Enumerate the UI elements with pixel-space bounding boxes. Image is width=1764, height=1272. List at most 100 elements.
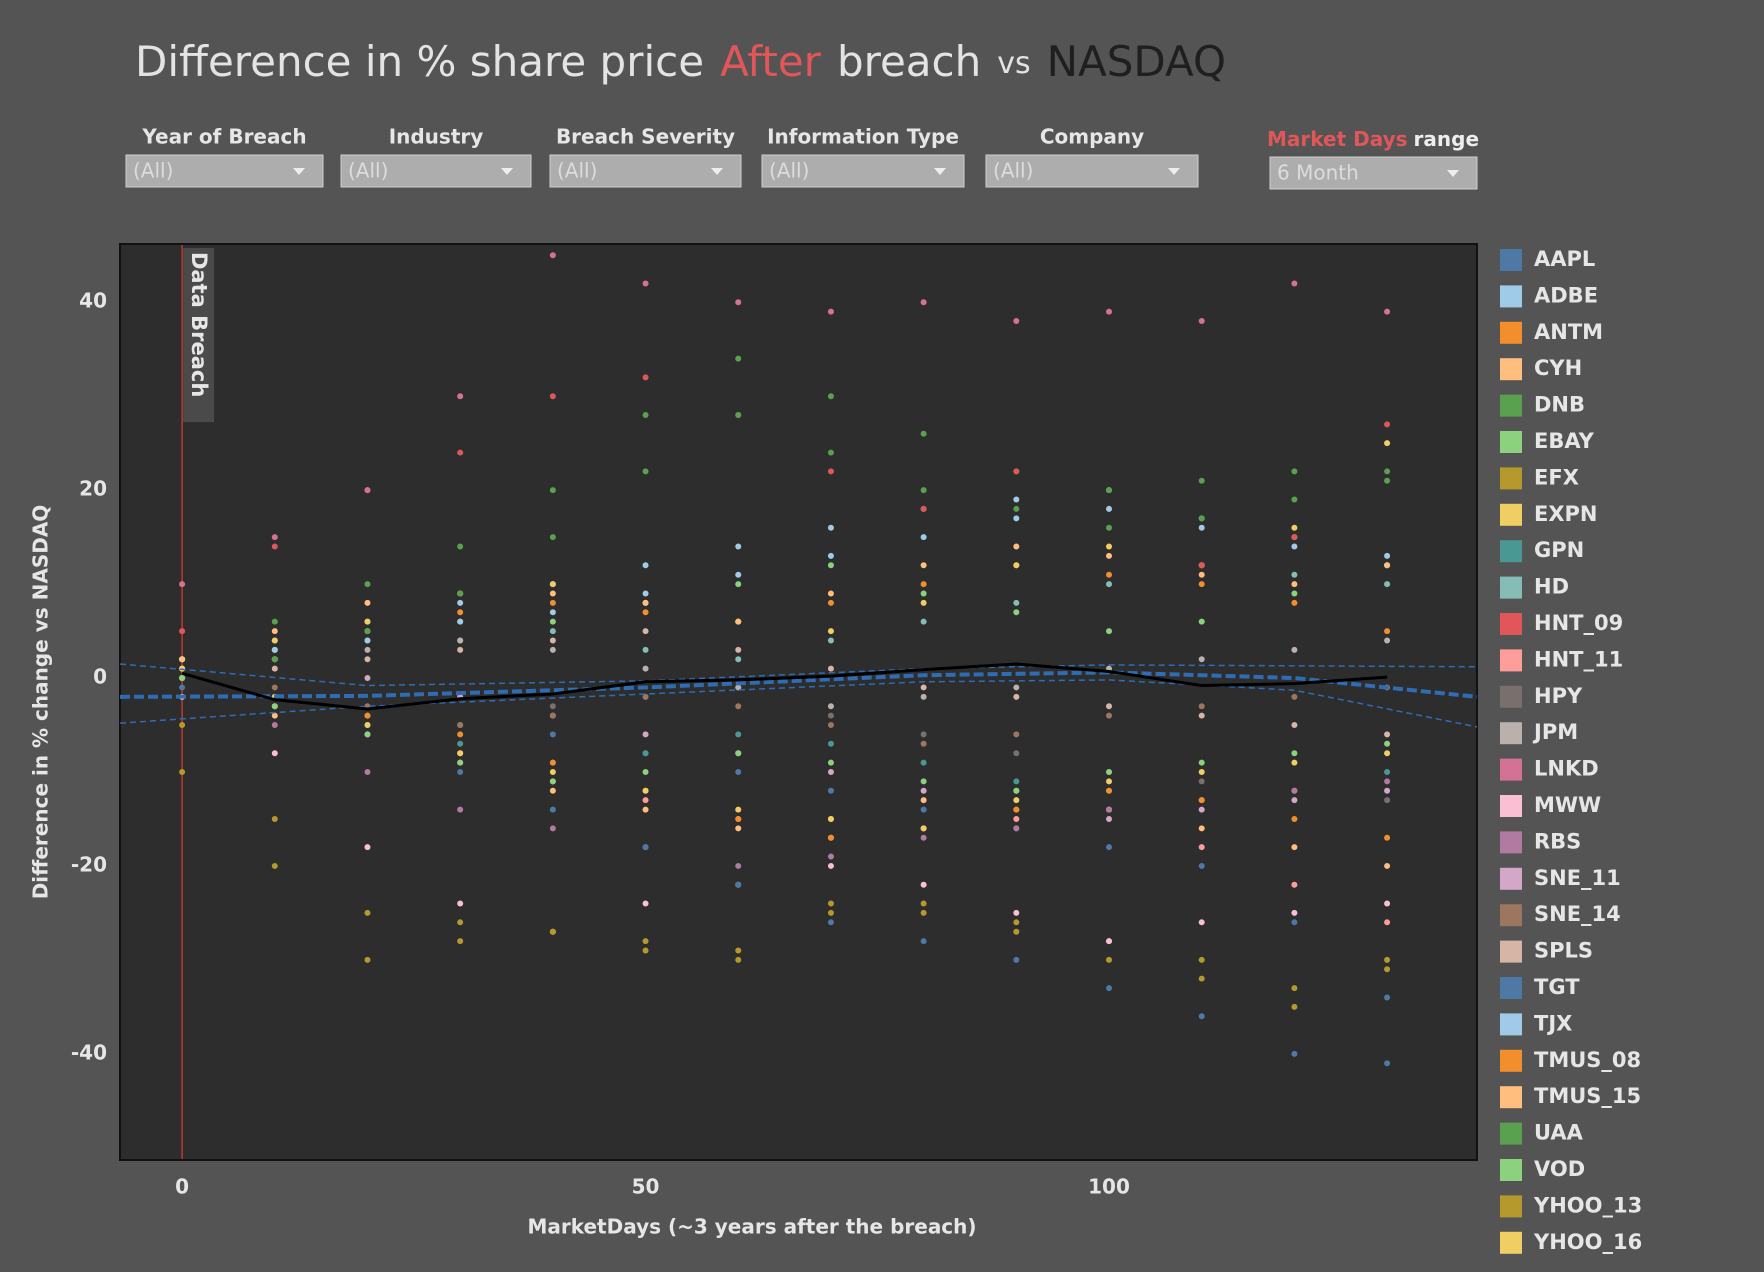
point xyxy=(827,637,834,644)
point xyxy=(1106,815,1113,822)
point xyxy=(735,731,742,738)
point xyxy=(735,881,742,888)
point xyxy=(1291,534,1298,541)
point xyxy=(1106,787,1113,794)
legend-swatch xyxy=(1500,758,1522,781)
point xyxy=(457,646,464,653)
point xyxy=(920,684,927,691)
point xyxy=(920,693,927,700)
legend-label: HD xyxy=(1534,575,1569,599)
point xyxy=(920,740,927,747)
legend-swatch xyxy=(1500,867,1522,890)
point xyxy=(920,797,927,804)
legend-swatch xyxy=(1500,795,1522,817)
x-tick-label: 50 xyxy=(632,1175,660,1199)
point xyxy=(1291,543,1298,550)
filter-value: (All) xyxy=(769,159,809,183)
point xyxy=(1198,656,1205,663)
legend-swatch xyxy=(1500,831,1522,854)
y-axis-label: Difference in % change vs NASDAQ xyxy=(29,505,53,900)
point xyxy=(1013,919,1020,926)
legend-swatch xyxy=(1500,1013,1522,1036)
point xyxy=(1384,750,1391,757)
point xyxy=(1013,515,1020,522)
point xyxy=(1106,581,1113,588)
point xyxy=(920,825,927,832)
point xyxy=(1013,825,1020,832)
legend-label: EBAY xyxy=(1534,429,1595,453)
point xyxy=(1106,985,1113,992)
legend-label: HPY xyxy=(1534,684,1583,708)
point xyxy=(1198,712,1205,719)
point xyxy=(364,646,371,653)
point xyxy=(1384,477,1391,484)
filter-dropdown[interactable] xyxy=(549,154,742,188)
filter-dropdown[interactable] xyxy=(340,154,532,188)
point xyxy=(1384,637,1391,644)
point xyxy=(271,862,278,869)
legend-swatch xyxy=(1500,1049,1522,1072)
point xyxy=(549,731,556,738)
point xyxy=(920,938,927,945)
point xyxy=(1291,1003,1298,1010)
dropdown-arrow[interactable] xyxy=(1447,170,1459,177)
filter-dropdown[interactable] xyxy=(125,154,324,188)
filter-value: (All) xyxy=(133,159,173,183)
point xyxy=(457,806,464,813)
point xyxy=(1384,468,1391,475)
point xyxy=(271,750,278,757)
point xyxy=(827,628,834,635)
dropdown-arrow[interactable] xyxy=(934,168,946,175)
point xyxy=(179,628,186,635)
point xyxy=(1384,919,1391,926)
point xyxy=(549,825,556,832)
dropdown-arrow[interactable] xyxy=(711,168,723,175)
point xyxy=(1106,308,1113,315)
point xyxy=(1013,787,1020,794)
point xyxy=(271,703,278,710)
point xyxy=(920,778,927,785)
point xyxy=(1291,590,1298,597)
x-tick-label: 100 xyxy=(1088,1175,1130,1199)
point xyxy=(1013,815,1020,822)
filter-dropdown[interactable] xyxy=(761,154,965,188)
legend-swatch xyxy=(1500,722,1522,745)
point xyxy=(1106,712,1113,719)
legend-swatch xyxy=(1500,940,1522,963)
legend-swatch xyxy=(1500,321,1522,344)
title-part: breach xyxy=(837,37,981,86)
dropdown-arrow[interactable] xyxy=(1168,168,1180,175)
legend-label: TMUS_15 xyxy=(1534,1084,1641,1108)
point xyxy=(735,646,742,653)
legend-swatch xyxy=(1500,540,1522,563)
point xyxy=(1106,938,1113,945)
point xyxy=(1384,628,1391,635)
point xyxy=(364,956,371,963)
filter: Industry(All) xyxy=(340,125,532,188)
point xyxy=(364,581,371,588)
point xyxy=(735,581,742,588)
point xyxy=(1384,768,1391,775)
point xyxy=(549,703,556,710)
range-dropdown[interactable] xyxy=(1269,156,1478,190)
point xyxy=(735,355,742,362)
dropdown-arrow[interactable] xyxy=(501,168,513,175)
point xyxy=(179,684,186,691)
range-filter-label: Market Days range xyxy=(1267,127,1479,151)
point xyxy=(549,759,556,766)
point xyxy=(827,787,834,794)
point xyxy=(827,722,834,729)
filter-dropdown[interactable] xyxy=(985,154,1199,188)
point xyxy=(364,487,371,494)
point xyxy=(364,628,371,635)
point xyxy=(271,637,278,644)
dropdown-arrow[interactable] xyxy=(293,168,305,175)
point xyxy=(1384,797,1391,804)
point xyxy=(735,825,742,832)
range-filter-label-part: Market Days xyxy=(1267,127,1408,151)
point xyxy=(457,618,464,625)
point xyxy=(1384,787,1391,794)
title-part: NASDAQ xyxy=(1047,37,1226,86)
title-part: vs xyxy=(997,46,1030,81)
point xyxy=(1291,524,1298,531)
